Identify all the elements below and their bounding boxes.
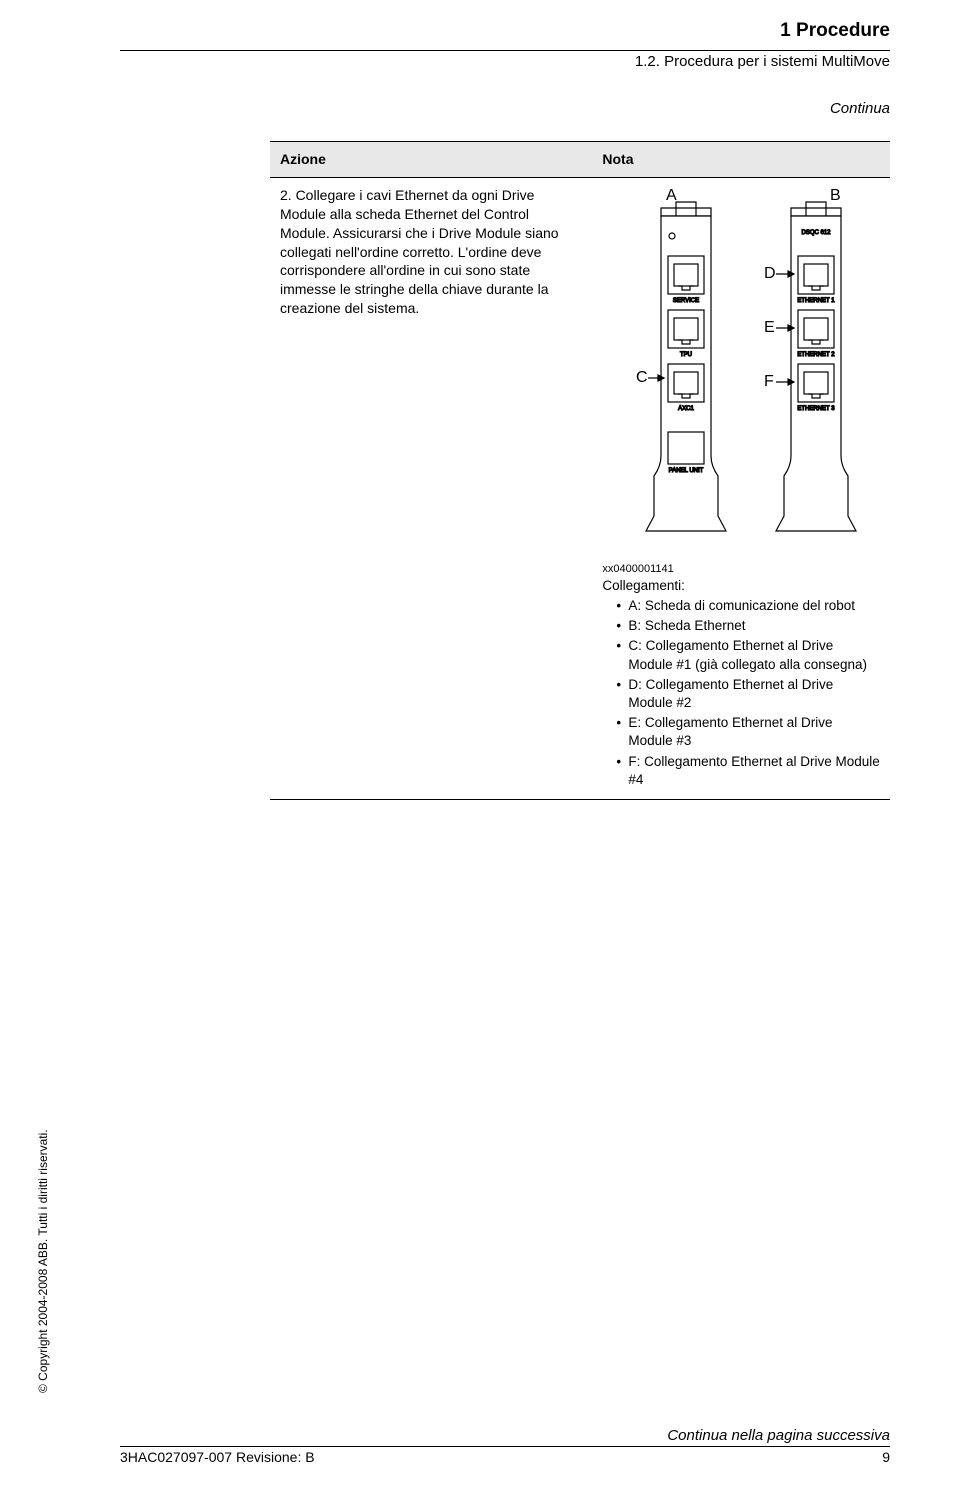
- diagram-label-d: D: [764, 265, 776, 282]
- procedure-table: Azione Nota 2. Collegare i cavi Ethernet…: [270, 141, 890, 800]
- continua-top: Continua: [0, 70, 960, 117]
- diagram-label-b: B: [830, 187, 841, 204]
- port-label-dsqc: DSQC 612: [802, 230, 832, 236]
- diagram-label-e: E: [764, 319, 775, 336]
- footer-continua: Continua nella pagina successiva: [120, 1427, 890, 1444]
- col-header-nota: Nota: [592, 142, 890, 178]
- action-cell: 2. Collegare i cavi Ethernet da ogni Dri…: [270, 177, 592, 799]
- list-item: F: Collegamento Ethernet al Drive Module…: [616, 753, 880, 789]
- diagram-id: xx0400001141: [602, 562, 880, 577]
- diagram-label-a: A: [666, 187, 677, 204]
- list-item: C: Collegamento Ethernet al Drive Module…: [616, 637, 880, 673]
- list-item: A: Scheda di comunicazione del robot: [616, 597, 880, 615]
- footer-page-number: 9: [882, 1449, 890, 1465]
- port-label-panel: PANEL UNIT: [669, 468, 704, 474]
- diagram-label-c: C: [636, 369, 648, 386]
- list-item: E: Collegamento Ethernet al Drive Module…: [616, 714, 880, 750]
- collegamenti-list: A: Scheda di comunicazione del robot B: …: [602, 597, 880, 789]
- port-label-eth2: ETHERNET 2: [798, 352, 836, 358]
- port-label-eth1: ETHERNET 1: [798, 298, 836, 304]
- port-label-tpu: TPU: [680, 352, 692, 358]
- footer-doc-id: 3HAC027097-007 Revisione: B: [120, 1449, 315, 1465]
- table-header-row: Azione Nota: [270, 142, 890, 178]
- port-label-service: SERVICE: [673, 298, 699, 304]
- list-item: B: Scheda Ethernet: [616, 617, 880, 635]
- header-title: 1 Procedure: [0, 20, 890, 42]
- col-header-azione: Azione: [270, 142, 592, 178]
- connector-diagram: SERVICE TPU AXC1 PANEL UNIT: [606, 186, 876, 556]
- list-item: D: Collegamento Ethernet al Drive Module…: [616, 676, 880, 712]
- copyright-text: © Copyright 2004-2008 ABB. Tutti i dirit…: [36, 1129, 50, 1393]
- header-subtitle: 1.2. Procedura per i sistemi MultiMove: [0, 51, 960, 70]
- diagram-label-f: F: [764, 373, 774, 390]
- nota-cell: SERVICE TPU AXC1 PANEL UNIT: [592, 177, 890, 799]
- table-row: 2. Collegare i cavi Ethernet da ogni Dri…: [270, 177, 890, 799]
- port-label-eth3: ETHERNET 3: [798, 406, 836, 412]
- port-label-axc1: AXC1: [678, 406, 694, 412]
- collegamenti-title: Collegamenti:: [602, 577, 880, 595]
